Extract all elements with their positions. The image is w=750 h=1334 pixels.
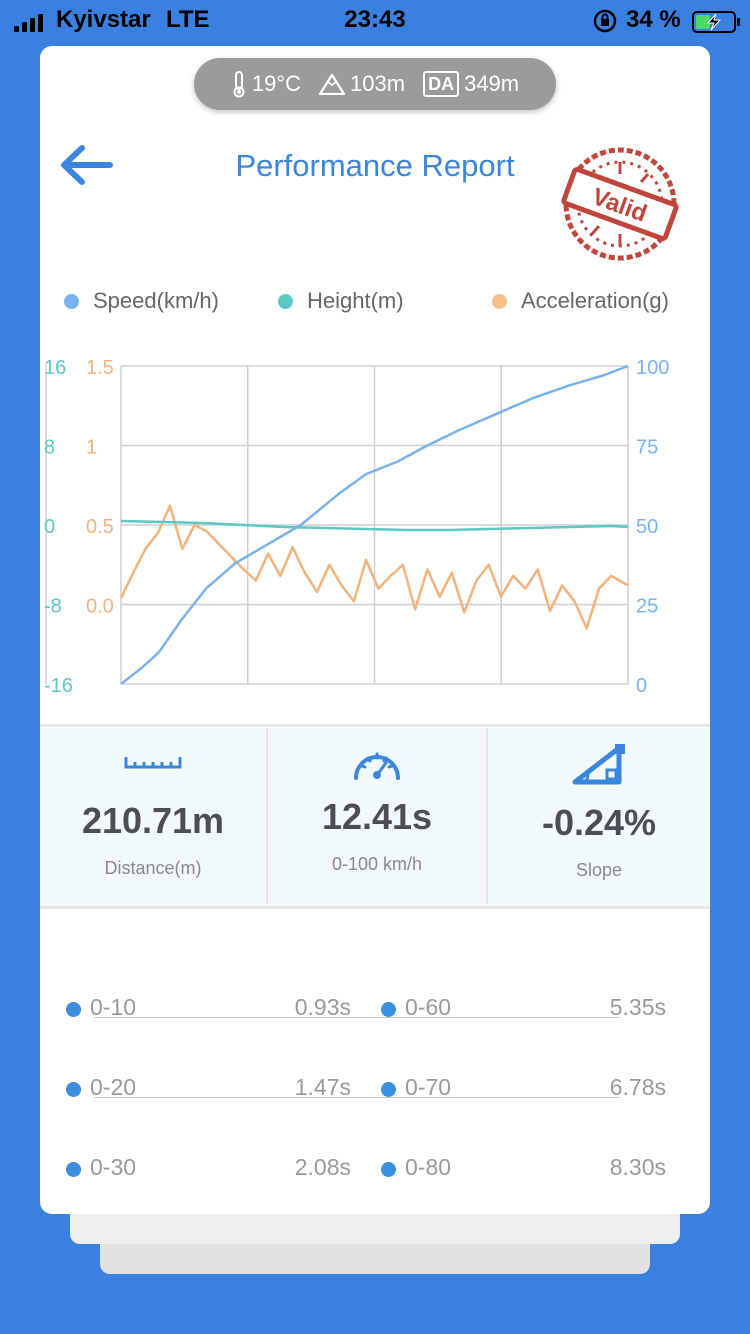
stats-panel: 210.71m Distance(m) 12.41s 0-100 km/h: [40, 728, 710, 909]
status-bar: Kyivstar LTE 23:43 34 %: [0, 0, 750, 44]
acceleration-axis-tick: 1.5: [86, 357, 114, 379]
battery-percentage: 34 %: [626, 6, 681, 33]
valid-stamp: Valid: [561, 147, 679, 261]
performance-report-card: 19°C 103m DA 349m Performance Report Val…: [40, 46, 710, 1214]
stat-slope-value: -0.24%: [541, 802, 657, 843]
speed-axis-tick: 0: [636, 675, 647, 697]
legend-label-acceleration: Acceleration(g): [521, 288, 669, 313]
split-range: 0-20: [90, 1074, 137, 1100]
legend-label-speed: Speed(km/h): [93, 288, 219, 313]
speed-axis-tick: 75: [636, 437, 658, 459]
acceleration-line: [119, 504, 629, 630]
bullet-dot: [381, 1082, 396, 1097]
split-range: 0-80: [405, 1154, 452, 1180]
legend-item-height: Height(m): [278, 288, 404, 314]
split-range: 0-10: [90, 994, 137, 1020]
weather-pill: 19°C 103m DA 349m: [194, 58, 556, 110]
divider: [266, 728, 268, 904]
acceleration-axis-tick: 0.0: [86, 596, 114, 618]
temperature-value: 19°C: [251, 71, 302, 96]
bullet-dot: [66, 1002, 81, 1017]
altitude-value: 103m: [350, 71, 406, 96]
speed-axis-tick: 25: [636, 596, 658, 618]
height-axis-tick: 0: [44, 516, 55, 538]
height-line: [120, 519, 629, 532]
bullet-dot: [381, 1002, 396, 1017]
stat-slope: -0.24% Slope: [488, 728, 710, 904]
stat-acceleration-time-value: 12.41s: [321, 796, 433, 837]
battery-icon: [692, 11, 740, 33]
performance-chart: 16 8 0 -8 -16 1.5 1 0.5 0.0 100 75 50 25 0: [44, 357, 669, 697]
signal-icon: [14, 14, 43, 32]
split-value: 5.35s: [609, 994, 666, 1020]
split-time-cell: 0-80 8.30s: [381, 1154, 666, 1184]
split-value: 2.08s: [294, 1154, 351, 1180]
page-title: Performance Report: [235, 148, 515, 183]
mountain-icon: [319, 73, 346, 95]
height-axis-tick: -16: [44, 675, 73, 697]
da-badge: DA: [423, 71, 460, 97]
split-time-cell: 0-70 6.78s: [381, 1074, 666, 1104]
split-range: 0-70: [405, 1074, 452, 1100]
split-time-cell: 0-60 5.35s: [381, 994, 666, 1024]
temperature-item: 19°C: [231, 70, 301, 98]
acceleration-axis-tick: 1: [86, 437, 97, 459]
speed-line: [120, 364, 629, 685]
legend-item-acceleration: Acceleration(g): [492, 288, 669, 314]
list-item: 0-10 0.93s 0-60 5.35s: [40, 960, 710, 1040]
legend-item-speed: Speed(km/h): [64, 288, 219, 314]
divider: [486, 728, 488, 904]
split-value: 8.30s: [609, 1154, 666, 1180]
stat-slope-label: Slope: [575, 860, 623, 880]
speed-axis-tick: 100: [636, 357, 669, 379]
slope-icon: [572, 744, 625, 785]
stat-acceleration-time: 12.41s 0-100 km/h: [268, 728, 486, 904]
legend-dot-speed: [64, 293, 79, 309]
clock: 23:43: [344, 6, 406, 33]
split-time-cell: 0-10 0.93s: [66, 994, 351, 1024]
divider: [40, 724, 710, 727]
chart-legend: Speed(km/h) Height(m) Acceleration(g): [40, 288, 710, 316]
legend-dot-height: [278, 293, 293, 309]
stat-acceleration-time-label: 0-100 km/h: [331, 854, 423, 874]
stat-distance-label: Distance(m): [104, 858, 202, 878]
density-altitude-value: 349m: [464, 71, 520, 96]
back-arrow-icon[interactable]: [58, 142, 114, 188]
divider: [94, 1097, 620, 1098]
legend-label-height: Height(m): [307, 288, 404, 313]
stat-distance-value: 210.71m: [81, 800, 225, 841]
split-value: 0.93s: [294, 994, 351, 1020]
divider: [94, 1017, 620, 1018]
split-value: 1.47s: [294, 1074, 351, 1100]
ruler-icon: [124, 757, 182, 769]
list-item: 0-20 1.47s 0-70 6.78s: [40, 1040, 710, 1120]
split-time-cell: 0-20 1.47s: [66, 1074, 351, 1104]
bullet-dot: [66, 1162, 81, 1177]
split-time-cell: 0-30 2.08s: [66, 1154, 351, 1184]
legend-dot-acceleration: [492, 293, 507, 309]
bullet-dot: [66, 1082, 81, 1097]
bullet-dot: [381, 1162, 396, 1177]
carrier-name: Kyivstar: [56, 6, 151, 33]
split-range: 0-30: [90, 1154, 137, 1180]
stat-distance: 210.71m Distance(m): [40, 728, 266, 904]
height-axis-tick: 16: [44, 357, 66, 379]
altitude-item: 103m: [319, 71, 405, 97]
speedometer-icon: [354, 752, 400, 780]
thermometer-icon: [233, 71, 245, 98]
height-axis-tick: -8: [44, 596, 62, 618]
orientation-lock-icon: [593, 9, 617, 33]
network-type: LTE: [166, 6, 210, 33]
height-axis-tick: 8: [44, 437, 55, 459]
split-range: 0-60: [405, 994, 452, 1020]
speed-axis-tick: 50: [636, 516, 658, 538]
split-value: 6.78s: [609, 1074, 666, 1100]
list-item: 0-30 2.08s 0-80 8.30s: [40, 1120, 710, 1200]
acceleration-axis-tick: 0.5: [86, 516, 114, 538]
density-altitude-item: DA 349m: [423, 71, 519, 97]
